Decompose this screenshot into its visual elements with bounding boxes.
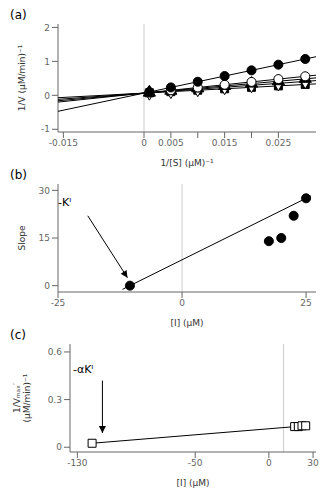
svg-text:0: 0 bbox=[56, 442, 62, 452]
svg-text:1: 1 bbox=[44, 57, 50, 67]
svg-text:15: 15 bbox=[39, 233, 50, 243]
html-text:(a): (a) bbox=[10, 8, 27, 22]
svg-text:0: 0 bbox=[141, 138, 147, 148]
svg-text:Slope: Slope bbox=[17, 225, 27, 250]
svg-text:30: 30 bbox=[307, 458, 319, 468]
svg-text:0: 0 bbox=[266, 458, 272, 468]
svg-text:0: 0 bbox=[179, 298, 185, 308]
svg-text:-0.015: -0.015 bbox=[49, 138, 78, 148]
svg-text:-130: -130 bbox=[67, 458, 88, 468]
svg-text:1/[S] (μM)⁻¹: 1/[S] (μM)⁻¹ bbox=[160, 158, 214, 168]
svg-text:2: 2 bbox=[44, 23, 50, 33]
svg-text:1/V (μM/min)⁻¹: 1/V (μM/min)⁻¹ bbox=[17, 44, 27, 111]
html-text:(c): (c) bbox=[10, 328, 26, 342]
svg-text:1/Vₘₐₓ′(μM/min)⁻¹: 1/Vₘₐₓ′(μM/min)⁻¹ bbox=[12, 373, 32, 422]
html-text:(b): (b) bbox=[10, 168, 27, 182]
svg-text:0: 0 bbox=[44, 91, 50, 101]
svg-text:-50: -50 bbox=[188, 458, 203, 468]
svg-text:0.005: 0.005 bbox=[158, 138, 184, 148]
svg-text:[I] (μM): [I] (μM) bbox=[170, 318, 203, 328]
svg-text:0: 0 bbox=[44, 281, 50, 291]
svg-text:-αKᴵ: -αKᴵ bbox=[73, 363, 93, 376]
svg-text:0.015: 0.015 bbox=[212, 138, 238, 148]
svg-text:-1: -1 bbox=[41, 124, 50, 134]
svg-text:-Kᴵ: -Kᴵ bbox=[58, 196, 71, 209]
svg-text:-25: -25 bbox=[51, 298, 66, 308]
svg-text:[I] (μM): [I] (μM) bbox=[176, 478, 209, 488]
svg-text:0.025: 0.025 bbox=[265, 138, 291, 148]
svg-text:30: 30 bbox=[39, 186, 51, 196]
svg-text:25: 25 bbox=[300, 298, 311, 308]
svg-text:0.3: 0.3 bbox=[48, 395, 62, 405]
svg-text:0.6: 0.6 bbox=[48, 347, 63, 357]
